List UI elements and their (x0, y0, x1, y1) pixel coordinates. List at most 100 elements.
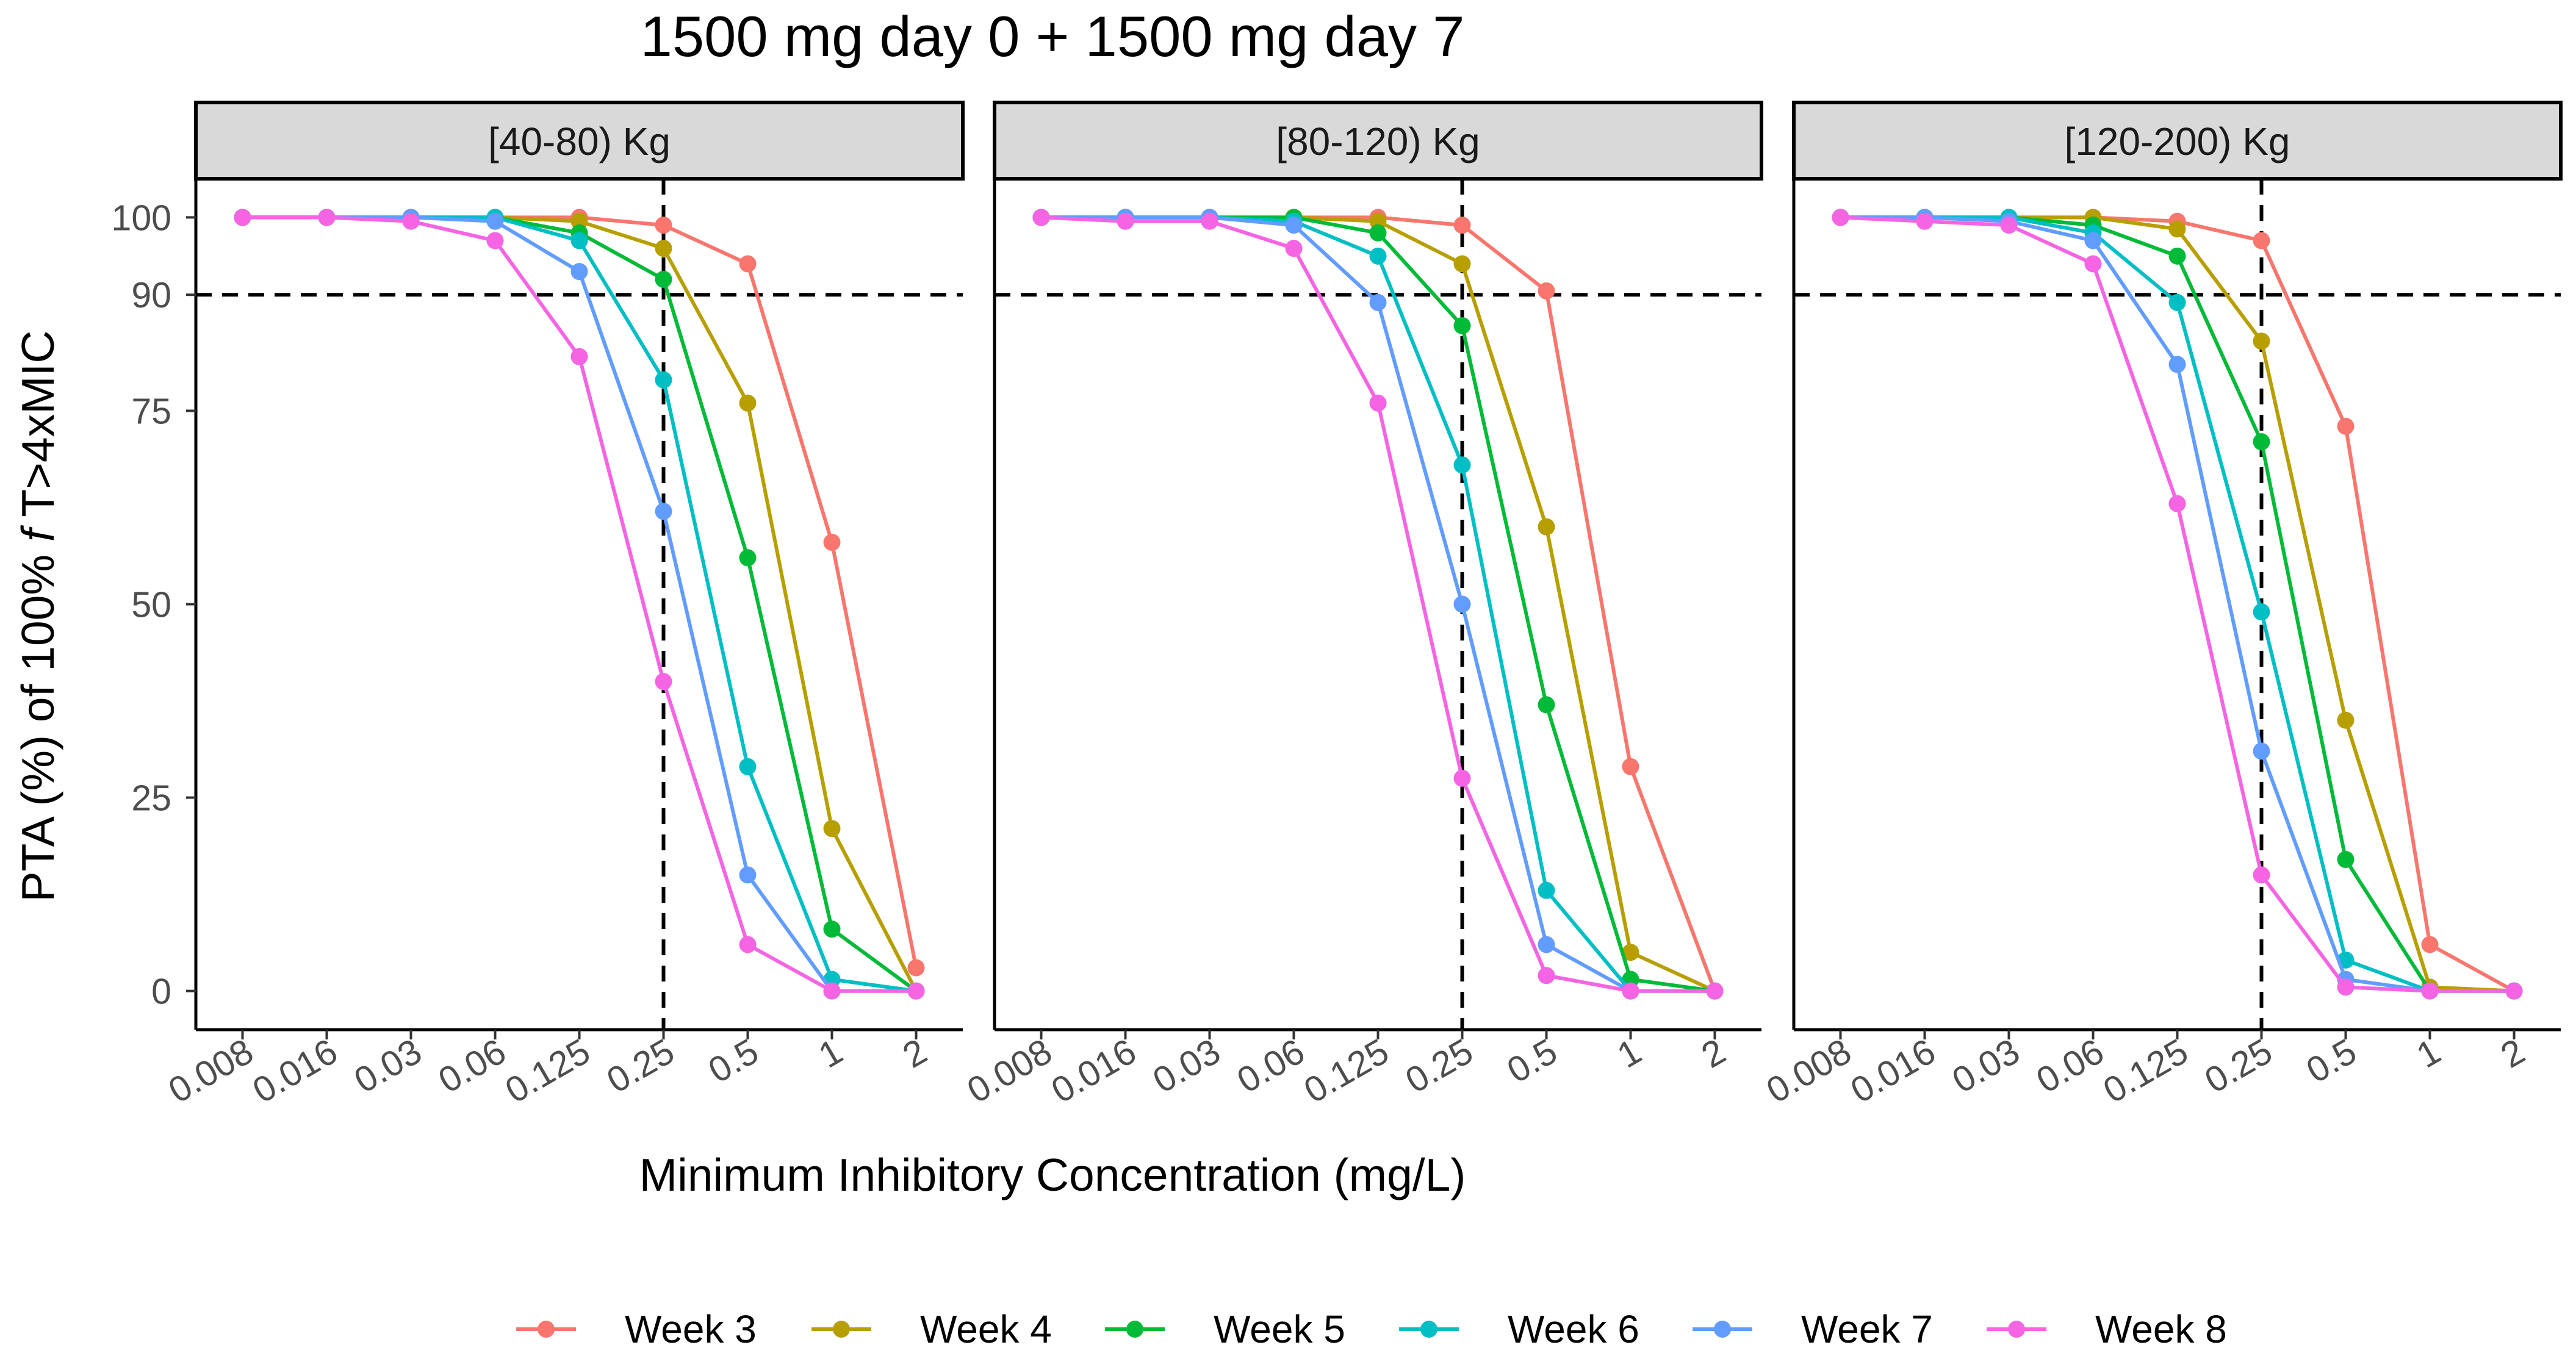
data-point (2000, 217, 2018, 234)
data-point (2337, 417, 2355, 435)
data-point (1706, 982, 1724, 1000)
data-point (655, 217, 672, 234)
x-tick-label: 0.25 (2198, 1031, 2279, 1101)
x-tick-label: 0.06 (432, 1031, 513, 1101)
data-point (1285, 217, 1303, 234)
legend-label: Week 4 (920, 1307, 1052, 1351)
data-point (739, 549, 757, 567)
legend-label: Week 3 (625, 1307, 757, 1351)
data-point (1369, 394, 1387, 412)
series-line (242, 215, 916, 993)
x-tick-label: 0.5 (702, 1031, 765, 1091)
x-tick-label: 0.008 (162, 1031, 260, 1111)
data-point (823, 982, 841, 1000)
data-point (1538, 518, 1555, 536)
data-point (1453, 456, 1471, 474)
series-line (242, 215, 916, 993)
data-point (2084, 255, 2102, 273)
legend-item: Week 8 (1987, 1307, 2227, 1351)
facet-strip (194, 101, 965, 181)
x-tick-label: 0.125 (2096, 1031, 2195, 1111)
x-tick-label: 0.016 (1844, 1031, 1942, 1111)
data-point (739, 758, 757, 775)
y-tick-label: 90 (131, 275, 171, 315)
legend-label: Week 6 (1508, 1307, 1639, 1351)
legend-label: Week 8 (2095, 1307, 2227, 1351)
data-point (655, 240, 672, 257)
series-line (1840, 215, 2515, 993)
data-point (1032, 209, 1050, 226)
data-point (2253, 866, 2270, 884)
legend-label: Week 7 (1801, 1307, 1933, 1351)
data-point (655, 270, 672, 288)
facet-strip (1792, 101, 2563, 181)
legend-key-point (1420, 1321, 1437, 1338)
legend: Week 3 Week 4 Week 5 Week 6 Week 7 Week 8 (516, 1307, 2227, 1351)
x-tick-label: 0.016 (246, 1031, 344, 1111)
y-axis-title: PTA (%) of 100% f T>4xMIC (12, 330, 63, 902)
y-tick-label: 25 (131, 778, 171, 819)
series-line (242, 215, 918, 992)
y-tick-label: 100 (112, 198, 171, 238)
data-point (2253, 742, 2270, 760)
x-tick-label: 0.03 (348, 1031, 428, 1101)
data-point (2168, 356, 2186, 373)
series-line (242, 215, 918, 993)
data-point (655, 673, 672, 691)
data-point (1369, 293, 1387, 311)
data-point (1453, 769, 1471, 787)
data-point (570, 348, 588, 365)
x-axis-title: Minimum Inhibitory Concentration (mg/L) (639, 1149, 1466, 1200)
series-line (242, 215, 916, 993)
x-tick-label: 0.06 (1231, 1031, 1311, 1101)
x-tick-label: 2 (1695, 1031, 1732, 1076)
data-point (1285, 240, 1303, 257)
data-point (2168, 495, 2186, 512)
x-tick-label: 0.008 (960, 1031, 1059, 1111)
data-point (907, 959, 925, 977)
x-tick-label: 0.03 (1146, 1031, 1227, 1101)
data-point (1538, 282, 1555, 300)
data-point (2337, 851, 2355, 868)
legend-item: Week 7 (1693, 1307, 1933, 1351)
x-tick-label: 0.125 (1297, 1031, 1395, 1111)
x-tick-label: 0.25 (1399, 1031, 1480, 1101)
x-tick-label: 1 (2410, 1031, 2447, 1076)
series-line (1840, 215, 2514, 993)
series-line (1840, 215, 2514, 993)
data-point (1453, 595, 1471, 613)
data-point (823, 820, 841, 838)
data-point (402, 212, 420, 230)
data-point (1369, 247, 1387, 265)
legend-key-point (1126, 1321, 1143, 1338)
x-tick-label: 0.008 (1760, 1031, 1858, 1111)
data-point (1201, 212, 1218, 230)
data-point (1622, 982, 1639, 1000)
data-point (2253, 232, 2270, 249)
data-point (1117, 212, 1134, 230)
y-tick-label: 0 (151, 972, 171, 1012)
data-point (1622, 758, 1639, 775)
facet-strip-label: [80-120) Kg (1276, 120, 1480, 163)
data-point (1538, 936, 1555, 953)
legend-key-point (2008, 1321, 2025, 1338)
facet-strip-label: [120-200) Kg (2064, 120, 2290, 163)
data-point (1453, 317, 1471, 334)
x-tick-label: 0.016 (1045, 1031, 1143, 1111)
data-point (1916, 212, 1934, 230)
legend-label: Week 5 (1214, 1307, 1345, 1351)
x-tick-label: 0.06 (2030, 1031, 2110, 1101)
legend-key-point (1714, 1321, 1731, 1338)
y-axis-title-suffix: T>4xMIC (12, 330, 63, 529)
legend-item: Week 5 (1105, 1307, 1345, 1351)
data-point (1453, 255, 1471, 273)
facet-strip-label: [40-80) Kg (488, 120, 671, 163)
x-tick-label: 0.25 (600, 1031, 681, 1101)
data-point (2168, 220, 2186, 238)
x-tick-label: 1 (1611, 1031, 1648, 1076)
series-line (1041, 215, 1716, 993)
x-tick-label: 0.5 (1500, 1031, 1564, 1091)
